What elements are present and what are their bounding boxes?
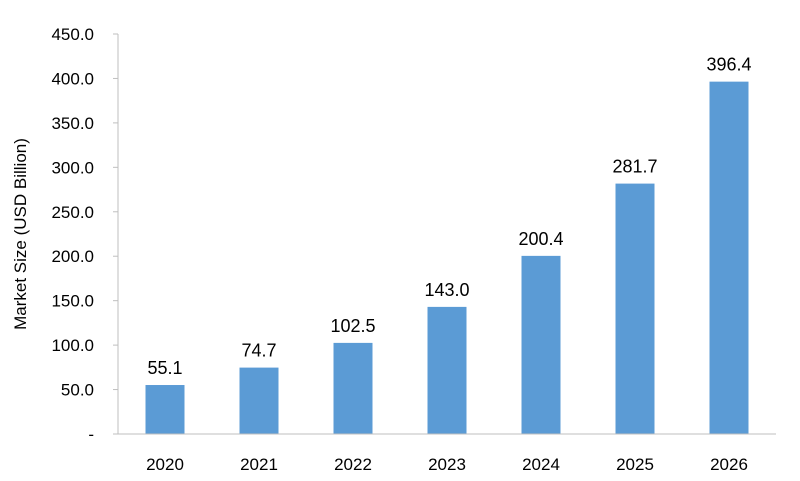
y-tick-label: 200.0: [51, 247, 94, 266]
x-tick-label-2023: 2023: [428, 455, 466, 474]
bars: [145, 81, 749, 435]
y-tick-label: 150.0: [51, 292, 94, 311]
data-label-2026: 396.4: [706, 55, 751, 75]
x-tick-label-2022: 2022: [334, 455, 372, 474]
y-tick-label: 350.0: [51, 114, 94, 133]
y-tick-label: -: [88, 425, 94, 444]
y-axis-ticks: - 50.0 100.0 150.0 200.0 250.0 300.0 350.0 400.0…: [51, 25, 118, 444]
y-tick-label: 300.0: [51, 158, 94, 177]
bar-2023: [427, 306, 467, 434]
data-label-2024: 200.4: [518, 229, 563, 249]
y-tick-label: 50.0: [61, 381, 94, 400]
y-tick-label: 400.0: [51, 69, 94, 88]
data-labels: 55.1 74.7 102.5 143.0 200.4 281.7 396.4: [147, 55, 751, 378]
data-label-2022: 102.5: [330, 316, 375, 336]
bar-2025: [615, 183, 655, 434]
bar-2024: [521, 255, 561, 434]
y-tick-label: 450.0: [51, 25, 94, 44]
y-axis-title: Market Size (USD Billion): [11, 138, 30, 330]
data-label-2025: 281.7: [612, 157, 657, 177]
data-label-2021: 74.7: [241, 341, 276, 361]
x-tick-label-2026: 2026: [710, 455, 748, 474]
data-label-2020: 55.1: [147, 358, 182, 378]
y-tick-label: 250.0: [51, 203, 94, 222]
bar-2020: [145, 385, 185, 434]
x-tick-label-2024: 2024: [522, 455, 560, 474]
x-tick-label-2021: 2021: [240, 455, 278, 474]
x-axis-ticks: 2020 2021 2022 2023 2024 2025 2026: [146, 455, 748, 474]
bar-2021: [239, 367, 279, 434]
bar-2022: [333, 342, 373, 434]
x-tick-label-2020: 2020: [146, 455, 184, 474]
bar-2026: [709, 81, 749, 435]
x-tick-label-2025: 2025: [616, 455, 654, 474]
data-label-2023: 143.0: [424, 280, 469, 300]
y-tick-label: 100.0: [51, 336, 94, 355]
